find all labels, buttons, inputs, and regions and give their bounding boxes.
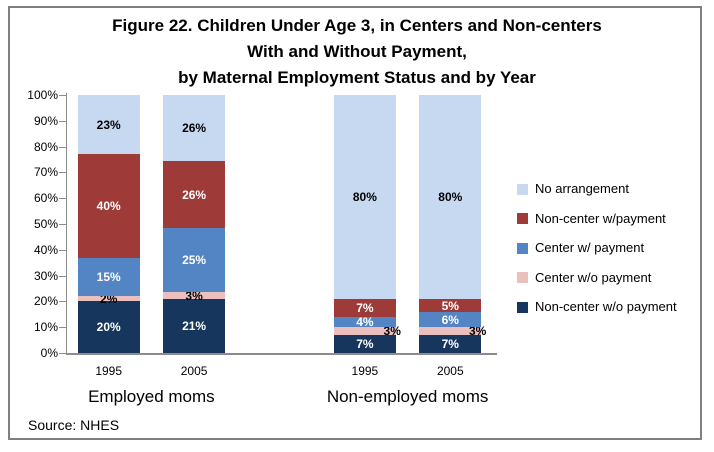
y-axis-tick-mark xyxy=(59,146,66,148)
y-axis-tick-label: 100% xyxy=(27,88,58,102)
bar-segment: 3% xyxy=(419,325,486,337)
chart-title-line-2: With and Without Payment, xyxy=(247,42,467,61)
bar-segment-label: 26% xyxy=(182,121,207,136)
bar-segment: 26% xyxy=(163,95,226,162)
y-axis-tick-label: 50% xyxy=(33,217,58,231)
bar-segment: 2% xyxy=(77,293,140,305)
legend-item: No arrangement xyxy=(517,182,629,196)
bar-segment-label: 23% xyxy=(96,117,121,132)
bar-segment: 7% xyxy=(333,335,396,353)
chart-title-line-1: Figure 22. Children Under Age 3, in Cent… xyxy=(112,16,602,35)
bar-segment: 5% xyxy=(419,298,482,313)
bar-segment: 15% xyxy=(77,257,140,297)
bar-segment: 21% xyxy=(163,299,226,353)
bar-segment: 80% xyxy=(419,95,482,300)
bar-segment: 20% xyxy=(77,301,140,353)
bar-segment-label: 5% xyxy=(441,298,459,313)
y-axis-tick-mark xyxy=(59,353,66,354)
y-axis-tick-mark xyxy=(59,224,66,225)
bar-segment-label: 15% xyxy=(96,269,121,284)
y-axis-tick-label: 0% xyxy=(40,346,58,360)
bar-segment-label: 4% xyxy=(356,315,374,330)
x-axis-group-label: Employed moms xyxy=(88,387,215,406)
y-axis-tick-label: 80% xyxy=(33,139,58,154)
legend-label: Non-center w/payment xyxy=(535,210,666,226)
bar-segment-label: 7% xyxy=(356,337,374,352)
y-axis-tick-mark xyxy=(59,327,66,329)
bar-segment: 7% xyxy=(333,299,396,318)
y-axis-tick-label: 20% xyxy=(33,294,58,309)
chart-title-line-3: by Maternal Employment Status and by Yea… xyxy=(178,68,536,87)
legend-label: Center w/o payment xyxy=(535,269,652,285)
y-axis-tick-label: 60% xyxy=(33,191,58,206)
y-axis-tick-mark xyxy=(59,301,66,303)
x-axis-line xyxy=(66,353,497,355)
legend-swatch xyxy=(517,272,528,283)
y-axis-tick-mark xyxy=(59,198,66,200)
bar-segment: 3% xyxy=(333,325,401,337)
x-axis-year-label: 2005 xyxy=(180,364,208,378)
legend-item: Center w/o payment xyxy=(517,269,652,285)
y-axis-tick-mark xyxy=(59,120,66,122)
bar-segment-label: 21% xyxy=(182,319,207,334)
bar-segment-label: 3% xyxy=(383,324,401,339)
legend-swatch xyxy=(517,242,528,254)
x-axis-group-label: Non-employed moms xyxy=(326,387,489,406)
y-axis-tick-mark xyxy=(59,172,66,174)
legend-swatch xyxy=(517,213,528,224)
legend-swatch xyxy=(517,183,528,195)
y-axis-tick-label: 90% xyxy=(33,113,58,128)
legend-swatch xyxy=(517,301,528,313)
bar-segment: 25% xyxy=(163,227,226,292)
bar-segment-label: 25% xyxy=(182,252,207,267)
x-axis-year-label: 2005 xyxy=(436,364,464,378)
source-note: Source: NHES xyxy=(28,417,120,433)
legend-label: No arrangement xyxy=(535,181,629,196)
y-axis-tick-label: 10% xyxy=(33,320,58,335)
bar-segment-label: 20% xyxy=(96,320,121,335)
legend-label: Non-center w/o payment xyxy=(535,299,677,314)
y-axis-line xyxy=(66,93,67,353)
bar-segment-label: 80% xyxy=(352,190,377,205)
bar-segment-label: 3% xyxy=(468,324,487,339)
y-axis-tick-mark xyxy=(59,275,66,277)
y-axis-tick-label: 40% xyxy=(33,242,58,257)
y-axis-tick-mark xyxy=(59,249,66,251)
bar-segment: 40% xyxy=(77,154,140,258)
legend-item: Non-center w/o payment xyxy=(517,300,677,314)
legend-label: Center w/ payment xyxy=(535,240,645,255)
legend-item: Center w/ payment xyxy=(517,241,644,255)
bar-segment: 7% xyxy=(419,335,482,353)
bar-segment: 3% xyxy=(163,288,226,303)
bar-segment: 23% xyxy=(77,95,140,155)
bar-segment-label: 6% xyxy=(441,312,459,327)
legend-item: Non-center w/payment xyxy=(517,210,666,226)
bar-segment: 80% xyxy=(333,95,396,300)
y-axis-tick-label: 70% xyxy=(33,165,58,180)
bar-segment: 6% xyxy=(419,312,482,328)
bar-segment: 4% xyxy=(333,315,396,330)
bar-segment-label: 7% xyxy=(441,337,459,352)
bar-segment-label: 3% xyxy=(185,288,203,303)
x-axis-year-label: 1995 xyxy=(95,364,123,378)
chart-title: Figure 22. Children Under Age 3, in Cent… xyxy=(0,13,714,91)
bar-segment-label: 40% xyxy=(96,198,121,213)
y-axis-tick-mark xyxy=(59,95,66,96)
bar-segment: 26% xyxy=(163,161,226,228)
bar-segment-label: 26% xyxy=(182,187,207,202)
bar-segment-label: 7% xyxy=(356,301,374,316)
x-axis-year-label: 1995 xyxy=(351,364,379,378)
y-axis-tick-label: 30% xyxy=(33,268,58,283)
bar-segment-label: 80% xyxy=(438,190,463,205)
